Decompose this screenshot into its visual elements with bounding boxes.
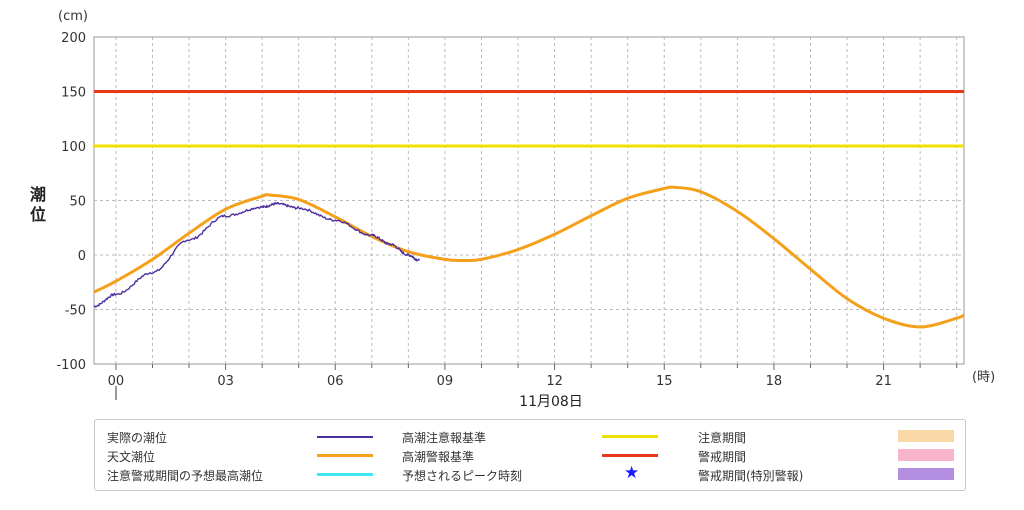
legend-item-actual: 実際の潮位: [107, 428, 373, 446]
x-tick-label: 06: [327, 374, 344, 389]
legend-label-actual: 実際の潮位: [107, 431, 168, 445]
legend-swatch-advisory-level: [602, 435, 658, 438]
legend-item-astronomical: 天文潮位: [107, 447, 373, 465]
x-tick-label: 09: [437, 374, 454, 389]
legend-item-forecast-max: 注意警戒期間の予想最高潮位: [107, 466, 373, 484]
y-unit-label: (cm): [58, 9, 88, 24]
legend: 実際の潮位 天文潮位 注意警戒期間の予想最高潮位 高潮注意報基準 高潮警報基準 …: [94, 419, 966, 491]
x-tick-label: 12: [546, 374, 563, 389]
x-unit-label: (時): [972, 370, 995, 385]
legend-swatch-special-warning-period: [898, 468, 954, 480]
y-axis-label-char-2: 位: [30, 205, 46, 224]
series-astronomical: [93, 185, 965, 329]
legend-item-warning-level: 高潮警報基準: [402, 447, 662, 465]
legend-swatch-warning-level: [602, 454, 658, 457]
legend-swatch-forecast-max: [317, 473, 373, 476]
legend-item-special-warning-period: 警戒期間(特別警報): [698, 466, 956, 484]
legend-label-warning-level: 高潮警報基準: [402, 450, 475, 464]
y-axis-label-char-1: 潮: [30, 185, 46, 204]
x-tick-labels: 00 03 06 09 12 15 18 21: [108, 374, 892, 389]
star-icon: ★: [624, 463, 640, 483]
legend-swatch-advisory-period: [898, 430, 954, 442]
y-tick-label: -100: [56, 358, 86, 373]
x-tick-label: 15: [656, 374, 673, 389]
y-tick-label: 150: [61, 86, 86, 101]
x-tick-label: 18: [766, 374, 783, 389]
legend-label-advisory-period: 注意期間: [698, 431, 747, 445]
series-layer: [93, 90, 965, 329]
tide-chart: -100 -50 0 50 100 150 200 00 03 06 09 12 15 18 21 (cm…: [30, 9, 995, 410]
y-tick-label: -50: [65, 304, 86, 319]
legend-item-warning-period: 警戒期間: [698, 447, 956, 465]
legend-label-peak-time: 予想されるピーク時刻: [402, 469, 523, 483]
legend-item-peak-time: 予想されるピーク時刻 ★: [402, 463, 662, 484]
legend-label-advisory-level: 高潮注意報基準: [402, 431, 487, 445]
legend-label-forecast-max: 注意警戒期間の予想最高潮位: [107, 469, 264, 483]
x-tick-label: 00: [108, 374, 125, 389]
legend-label-astronomical: 天文潮位: [107, 450, 156, 464]
y-tick-label: 0: [78, 249, 86, 264]
y-tick-labels: -100 -50 0 50 100 150 200: [56, 31, 86, 373]
legend-item-advisory-level: 高潮注意報基準: [402, 428, 662, 446]
y-tick-label: 200: [61, 31, 86, 46]
series-actual: [93, 202, 420, 308]
legend-swatch-warning-period: [898, 449, 954, 461]
legend-label-special-warning-period: 警戒期間(特別警報): [698, 469, 804, 483]
x-tick-label: 03: [217, 374, 234, 389]
legend-swatch-actual: [317, 436, 373, 438]
x-tick-label: 21: [875, 374, 892, 389]
legend-item-advisory-period: 注意期間: [698, 428, 956, 446]
legend-swatch-astronomical: [317, 454, 373, 457]
date-label: 11月08日: [519, 394, 583, 410]
y-tick-label: 50: [69, 195, 86, 210]
legend-label-warning-period: 警戒期間: [698, 450, 747, 464]
y-tick-label: 100: [61, 140, 86, 155]
